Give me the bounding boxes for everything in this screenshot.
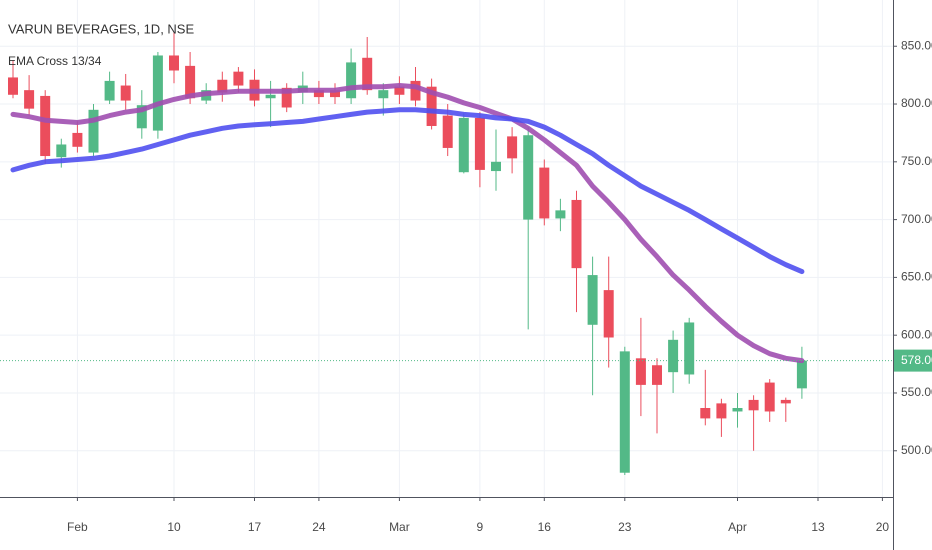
candle-body [313, 90, 324, 98]
x-tick-label: Mar [389, 520, 410, 534]
ema-line [10, 107, 805, 275]
candle-body [764, 382, 775, 412]
candle-body [539, 167, 550, 219]
candle-body [716, 403, 727, 419]
x-tick-label: 9 [477, 520, 484, 534]
candle-body [426, 86, 437, 126]
candle-body [362, 57, 373, 91]
x-tick-label: Feb [67, 520, 88, 534]
candle-body [587, 275, 598, 325]
candle-body [378, 90, 389, 99]
candle-body [265, 94, 276, 99]
candle-body [8, 77, 18, 95]
x-tick-label: 16 [538, 520, 552, 534]
candle-body [732, 408, 743, 412]
y-tick-label: 500.00 [901, 443, 932, 457]
x-tick-label: Apr [728, 520, 747, 534]
y-tick-label: 850.00 [901, 38, 932, 52]
plot-area [0, 32, 893, 476]
candle-body [684, 322, 695, 375]
ema-line [10, 83, 805, 364]
candle-body [635, 358, 646, 385]
candle-body [474, 117, 485, 170]
candle-body [104, 80, 115, 101]
candle-body [72, 132, 83, 147]
price-label-box [894, 349, 932, 372]
indicator-name: EMA Cross 13/34 [8, 54, 102, 68]
candle-body [748, 399, 759, 411]
candle-body [120, 85, 131, 101]
candle-body [217, 79, 228, 93]
y-tick-label: 600.00 [901, 327, 932, 341]
candle-body [796, 360, 807, 389]
candle-body [700, 408, 711, 419]
x-tick-label: 24 [312, 520, 326, 534]
price-label: 578.00 [901, 353, 932, 367]
candle-body [410, 80, 421, 101]
candle-body [619, 351, 630, 473]
candle-body [555, 210, 566, 219]
candle-body [458, 117, 469, 173]
candle-body [56, 144, 67, 158]
candle-body [780, 399, 791, 404]
candle-body [88, 109, 99, 153]
candle-body [668, 339, 679, 373]
candle-body [394, 86, 405, 95]
candle-body [185, 65, 196, 99]
y-tick-label: 800.00 [901, 96, 932, 110]
x-tick-label: 20 [876, 520, 890, 534]
candle-body [491, 161, 501, 172]
candle-body [652, 365, 662, 385]
candle-body [523, 135, 534, 220]
candle-body [507, 136, 518, 159]
y-tick-label: 650.00 [901, 270, 932, 284]
axes: 500.00 550.00 600.00 650.00 700.00 750.00 800.… [67, 38, 932, 534]
candle-body [169, 55, 179, 71]
candle-body [571, 199, 582, 269]
x-tick-label: 17 [248, 520, 262, 534]
candle-body [136, 105, 147, 129]
x-tick-label: 23 [618, 520, 632, 534]
candle-body [24, 90, 35, 109]
x-tick-label: 13 [811, 520, 825, 534]
candle-body [330, 90, 340, 98]
y-tick-label: 750.00 [901, 154, 932, 168]
candle-body [281, 87, 292, 108]
y-tick-label: 550.00 [901, 385, 932, 399]
candle-body [346, 62, 357, 99]
x-tick-label: 10 [167, 520, 181, 534]
chart-title: VARUN BEVERAGES, 1D, NSE [8, 21, 194, 36]
candle-body [603, 290, 614, 338]
candle-body [152, 55, 163, 131]
candle-body [40, 95, 51, 157]
candle-body [233, 71, 244, 86]
y-tick-label: 700.00 [901, 212, 932, 226]
candle-body [442, 115, 453, 148]
